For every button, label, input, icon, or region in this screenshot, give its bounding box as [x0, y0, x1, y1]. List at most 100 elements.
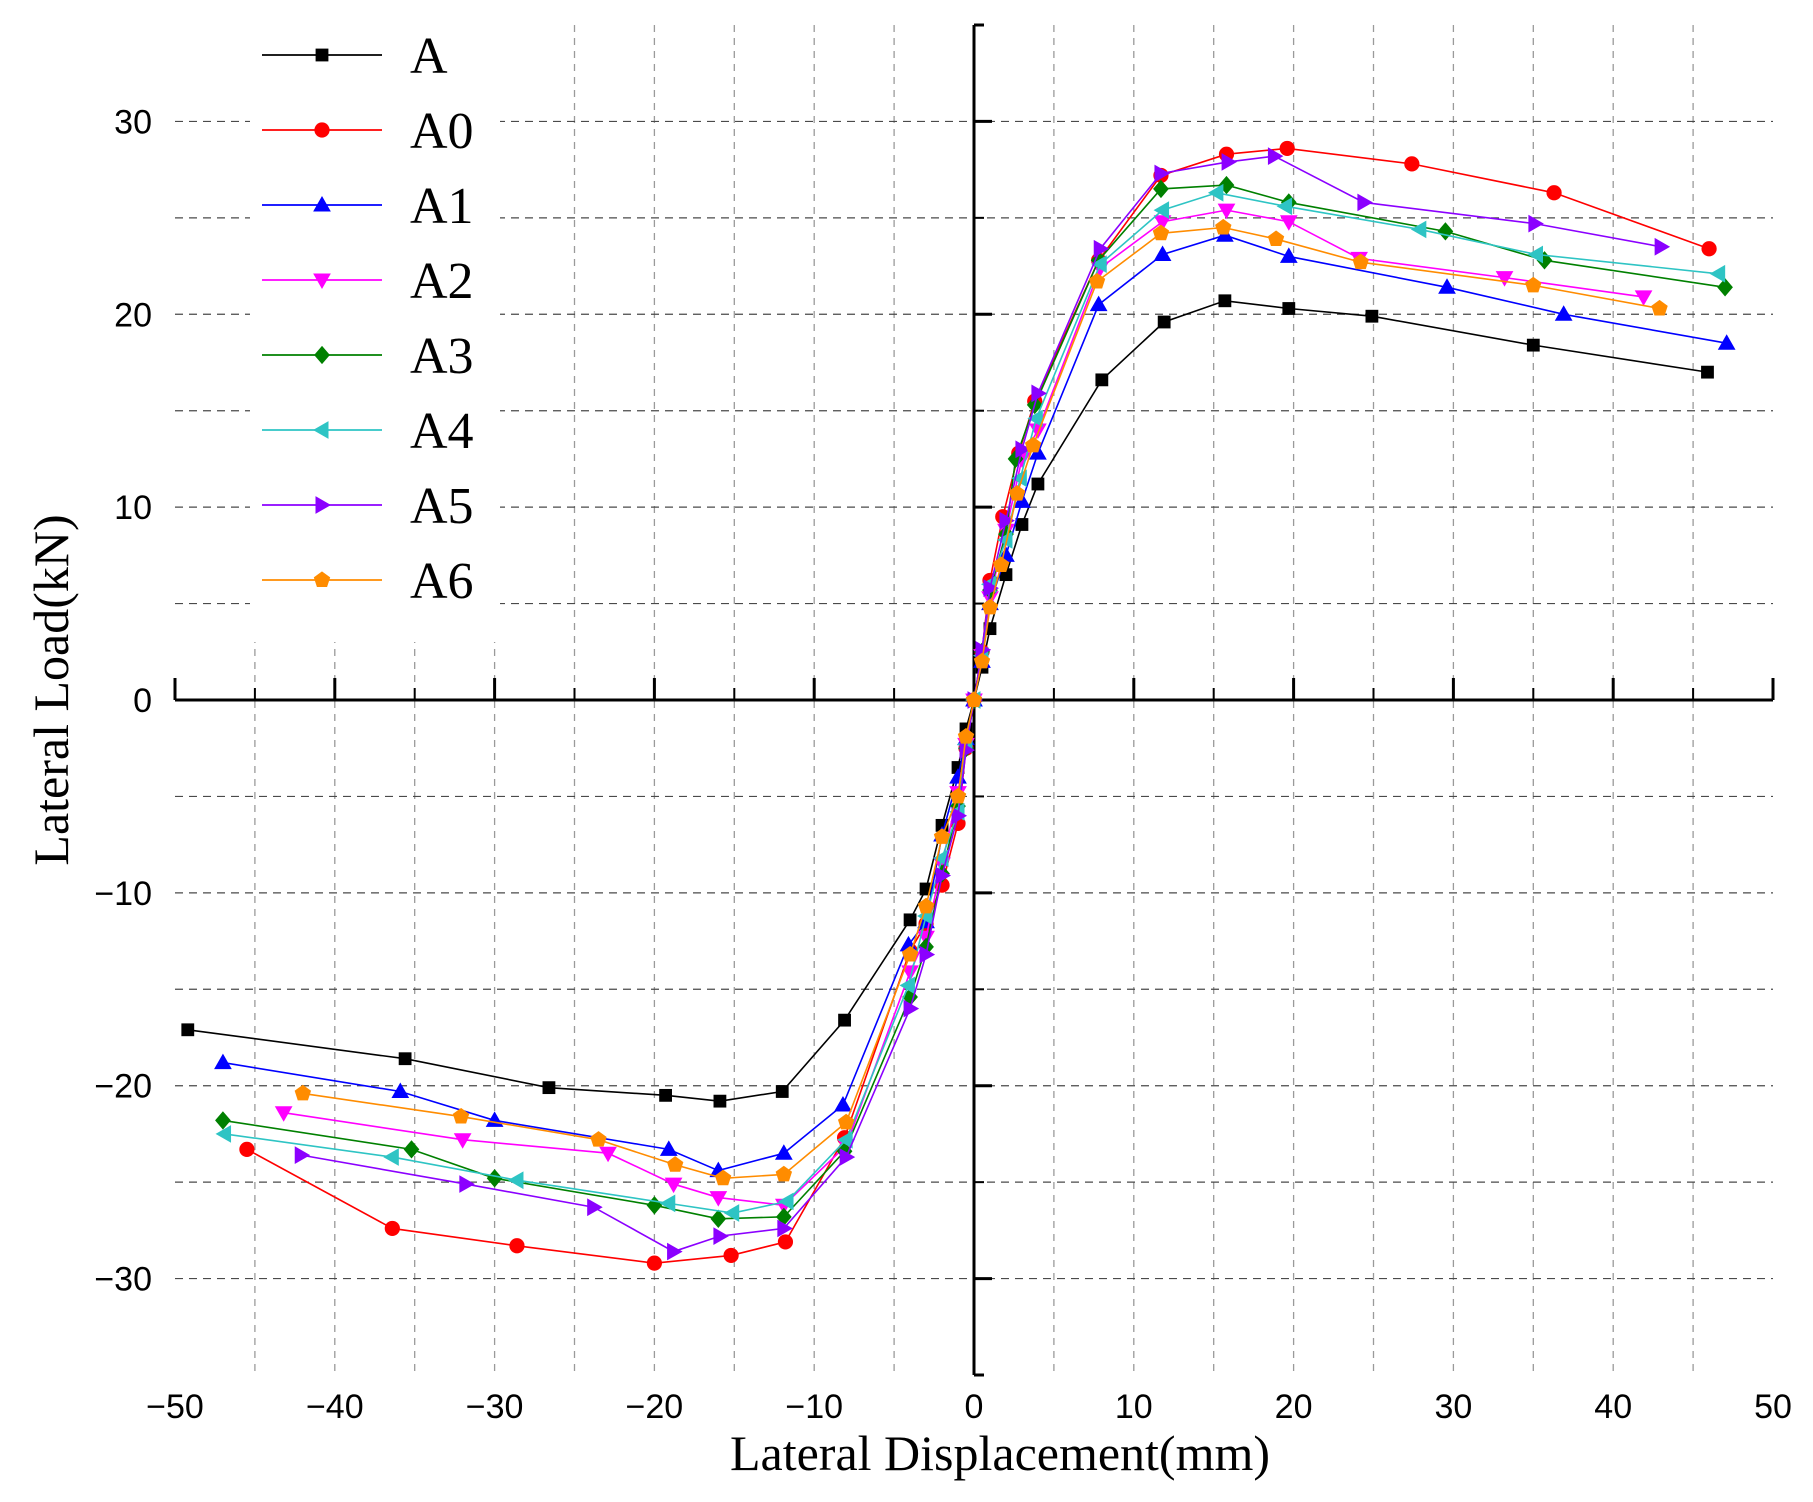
- tick-labels: −50 −40 −30 −20 −10 0 10 20 30 40 50 −30 −20 −10 0 10 20…: [94, 103, 1792, 1426]
- data-point-a5: [1267, 147, 1284, 166]
- legend-marker-a1: [313, 195, 331, 212]
- data-point-a: [398, 1052, 412, 1066]
- data-point-a6: [1525, 276, 1542, 293]
- legend-label-a: A: [410, 28, 448, 85]
- y-axis-title: Lateral Load(kN): [23, 514, 79, 865]
- data-point-a: [1095, 373, 1109, 387]
- series-a5: [294, 147, 1671, 1261]
- data-point-a2: [1634, 290, 1653, 306]
- data-point-a2: [709, 1191, 728, 1207]
- data-point-a0: [777, 1234, 794, 1250]
- data-point-a2: [664, 1177, 683, 1194]
- x-tick-label: −30: [466, 1388, 524, 1426]
- data-point-a6: [775, 1165, 793, 1182]
- x-tick-label: 50: [1754, 1388, 1792, 1426]
- data-point-a2: [1217, 203, 1236, 220]
- y-tick-label: −10: [94, 875, 152, 913]
- data-point-a4: [215, 1125, 232, 1143]
- data-point-a5: [777, 1219, 793, 1238]
- data-point-a5: [1015, 440, 1031, 459]
- legend-background: [250, 22, 500, 642]
- data-point-a: [181, 1023, 195, 1037]
- data-point-a2: [599, 1146, 617, 1163]
- data-point-a6: [973, 652, 991, 669]
- data-point-a: [775, 1085, 789, 1098]
- legend-marker-a3: [314, 345, 330, 365]
- data-point-a0: [239, 1141, 255, 1157]
- data-point-a6: [666, 1156, 684, 1172]
- y-tick-label: 0: [133, 682, 152, 720]
- data-point-a4: [899, 976, 915, 995]
- series-layer: [181, 140, 1736, 1271]
- x-tick-label: 0: [965, 1388, 984, 1426]
- data-point-a5: [587, 1198, 603, 1217]
- data-point-a2: [1495, 271, 1514, 287]
- data-point-a3: [1218, 175, 1235, 195]
- data-point-a: [838, 1013, 851, 1027]
- data-point-a5: [903, 999, 920, 1018]
- data-point-a1: [659, 1140, 678, 1156]
- data-point-a: [903, 913, 917, 927]
- data-point-a1: [1717, 334, 1736, 350]
- x-tick-label: −40: [306, 1388, 364, 1426]
- data-point-a6: [1352, 253, 1369, 270]
- legend-label-a6: A6: [410, 553, 474, 610]
- data-point-a4: [1276, 197, 1293, 216]
- data-point-a5: [1154, 164, 1170, 183]
- data-point-a5: [294, 1146, 311, 1165]
- x-axis-title: Lateral Displacement(mm): [730, 1425, 1270, 1481]
- data-point-a2: [901, 965, 919, 981]
- data-point-a3: [1717, 278, 1733, 297]
- data-point-a0: [1701, 241, 1717, 257]
- data-point-a2: [453, 1133, 472, 1149]
- data-point-a1: [1089, 295, 1108, 312]
- legend-marker-a4: [312, 421, 329, 439]
- data-point-a5: [839, 1148, 856, 1166]
- data-point-a0: [1279, 140, 1295, 157]
- data-point-a4: [1153, 201, 1170, 220]
- data-point-a5: [951, 806, 968, 825]
- data-point-a0: [384, 1220, 400, 1237]
- data-point-a6: [452, 1107, 470, 1124]
- data-point-a1: [1554, 305, 1573, 321]
- data-point-a: [1526, 338, 1540, 352]
- legend-label-a4: A4: [410, 403, 474, 460]
- data-point-a5: [1093, 239, 1110, 258]
- data-point-a3: [215, 1111, 231, 1130]
- data-point-a: [659, 1088, 672, 1102]
- data-point-a4: [1091, 255, 1107, 274]
- data-point-a2: [1153, 215, 1172, 231]
- data-point-a6: [1008, 485, 1026, 501]
- data-point-a6: [714, 1169, 732, 1186]
- x-tick-label: −10: [785, 1388, 843, 1426]
- data-point-a6: [965, 691, 983, 707]
- data-point-a: [1282, 302, 1296, 315]
- data-point-a4: [383, 1148, 399, 1166]
- y-tick-label: 20: [114, 296, 152, 334]
- data-point-a4: [1709, 264, 1726, 283]
- data-point-a5: [1357, 193, 1373, 212]
- data-point-a6: [837, 1113, 855, 1130]
- series-a4: [215, 183, 1726, 1222]
- y-tick-label: 10: [114, 489, 152, 527]
- data-point-a: [1015, 518, 1029, 531]
- data-point-a: [1157, 315, 1171, 329]
- data-point-a1: [391, 1082, 410, 1098]
- y-tick-label: 30: [114, 103, 152, 141]
- data-point-a5: [713, 1227, 729, 1246]
- data-point-a5: [983, 579, 999, 598]
- legend-label-a5: A5: [410, 478, 474, 535]
- data-point-a2: [274, 1106, 293, 1122]
- data-point-a6: [992, 556, 1010, 572]
- legend-marker-a5: [315, 496, 332, 514]
- data-point-a0: [1546, 185, 1562, 201]
- data-point-a: [1218, 294, 1232, 308]
- data-point-a5: [1528, 214, 1544, 233]
- data-point-a6: [1024, 436, 1042, 453]
- data-point-a2: [1279, 215, 1298, 231]
- data-point-a6: [590, 1131, 607, 1147]
- data-point-a4: [837, 1130, 853, 1149]
- data-point-a5: [459, 1175, 475, 1193]
- legend-label-a3: A3: [410, 328, 474, 385]
